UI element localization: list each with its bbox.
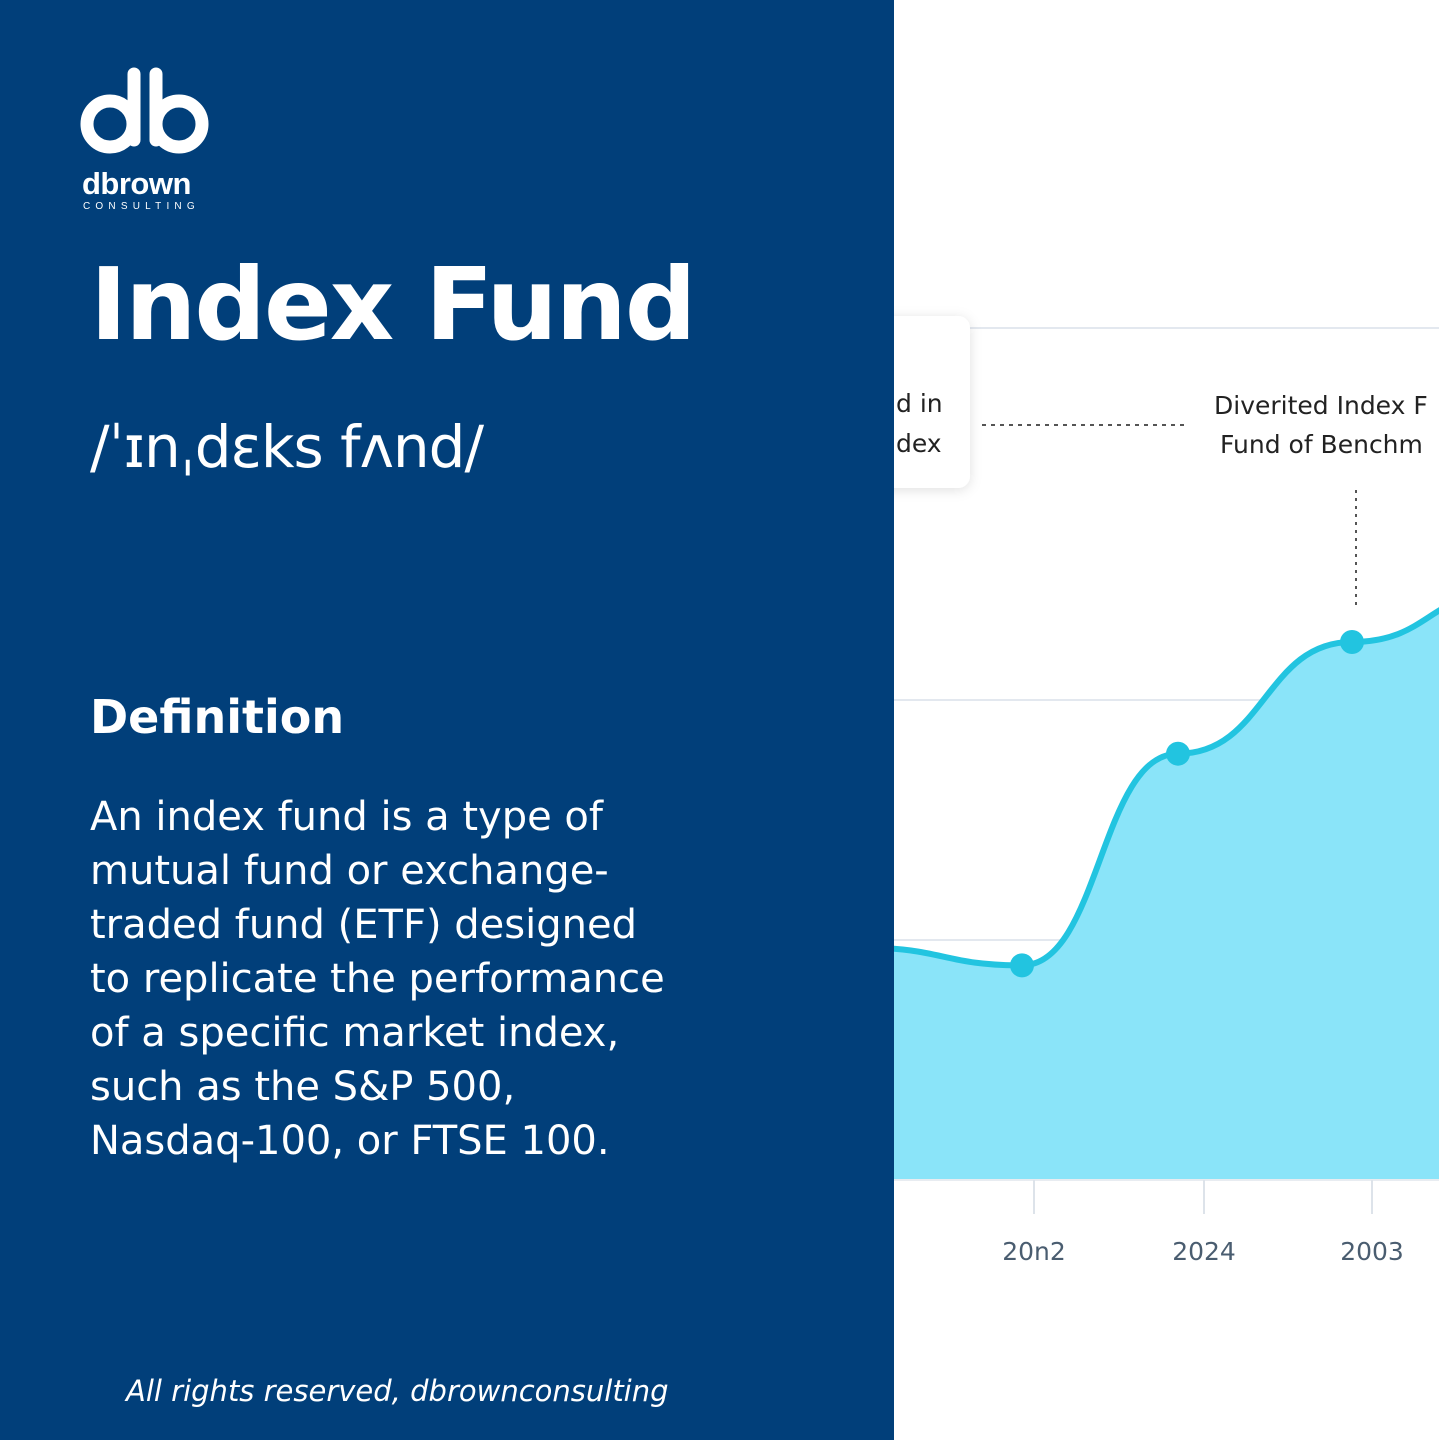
x-tick-label: 2024: [1172, 1237, 1236, 1266]
x-tick-label: 20n2: [1002, 1237, 1066, 1266]
chart-panel: 20n2 2024 2003 d in dex Diverited Index F …: [894, 0, 1439, 1440]
definition-text: An index fund is a type of mutual fund o…: [90, 790, 750, 1168]
definition-line: An index fund is a type of: [90, 794, 603, 840]
footer-copyright: All rights reserved, dbrownconsulting: [126, 1374, 669, 1408]
brand-tagline: CONSULTING: [83, 201, 200, 212]
data-point: [1340, 629, 1364, 654]
definition-line: traded fund (ETF) designed: [90, 902, 637, 948]
definition-line: mutual fund or exchange-: [90, 848, 609, 894]
term-phonetic: /ˈɪnˌdɛks fʌnd/: [90, 413, 484, 481]
annotation-1-line-2: dex: [896, 429, 942, 458]
term-title: Index Fund: [90, 246, 696, 363]
brand-logo: dbrown CONSULTING: [80, 66, 220, 216]
area-chart: 20n2 2024 2003 d in dex Diverited Index F …: [894, 316, 1439, 1266]
brand-name: dbrown: [82, 166, 191, 201]
data-point: [1010, 953, 1034, 978]
definition-line: Nasdaq-100, or FTSE 100.: [90, 1118, 610, 1164]
left-panel: dbrown CONSULTING Index Fund /ˈɪnˌdɛks f…: [0, 0, 894, 1440]
definition-heading: Definition: [90, 690, 345, 744]
annotation-2-line-2: Fund of Benchm: [1220, 430, 1423, 459]
chart-area-fill: [894, 610, 1439, 1180]
annotation-1-line-1: d in: [896, 389, 943, 418]
annotation-box: [894, 316, 970, 488]
definition-line: such as the S&P 500,: [90, 1064, 516, 1110]
annotation-2-line-1: Diverited Index F: [1214, 391, 1428, 420]
definition-line: of a specific market index,: [90, 1010, 620, 1056]
x-tick-label: 2003: [1340, 1237, 1404, 1266]
data-point: [1166, 741, 1190, 766]
db-logo-icon: [80, 67, 209, 154]
definition-line: to replicate the performance: [90, 956, 665, 1002]
